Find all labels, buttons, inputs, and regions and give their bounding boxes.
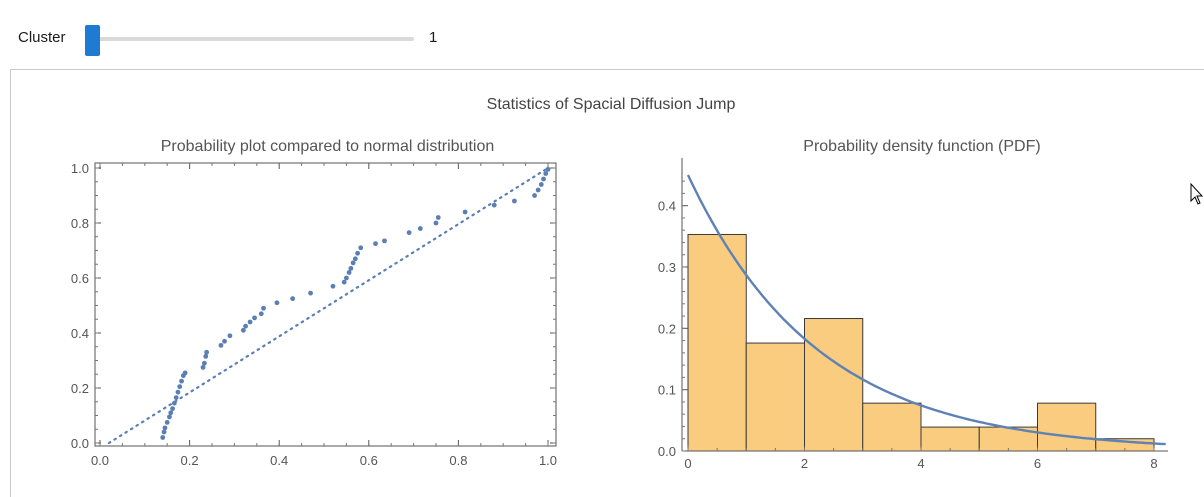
chart1-point xyxy=(355,250,360,256)
chart1-point xyxy=(417,226,423,231)
chart1-title: Probability plot compared to normal dist… xyxy=(161,138,495,155)
chart2-ytick-label: 0.3 xyxy=(658,260,676,275)
chart1-point xyxy=(350,260,356,266)
chart1-ytick-label: 0.0 xyxy=(71,436,89,451)
cluster-slider-value: 1 xyxy=(429,29,438,46)
chart1-point xyxy=(462,209,468,215)
chart2-xtick-label: 0 xyxy=(684,456,691,471)
chart1-point xyxy=(341,279,347,285)
chart2-bar xyxy=(745,342,805,452)
chart1-point xyxy=(179,378,184,384)
chart1-point xyxy=(538,182,544,187)
chart1-xtick-label: 0.6 xyxy=(360,453,378,468)
chart1-point xyxy=(535,187,541,193)
chart1-point xyxy=(358,245,364,251)
output-panel xyxy=(10,69,1204,497)
chart2-bar xyxy=(862,402,922,452)
chart1-point xyxy=(177,384,183,390)
chart1-point xyxy=(330,283,336,289)
chart1-xtick-label: 0.2 xyxy=(181,453,199,468)
chart1-point xyxy=(247,319,253,325)
chart1-point xyxy=(433,220,439,226)
chart1-point xyxy=(218,342,224,348)
chart2-ytick-label: 0.4 xyxy=(658,199,676,214)
chart2-ytick-label: 0.2 xyxy=(658,321,676,336)
manipulate-controls: Cluster 1 xyxy=(0,0,1204,70)
chart1-point xyxy=(204,349,210,355)
chart1-point xyxy=(491,202,497,208)
chart1-point xyxy=(541,176,546,182)
chart1-point xyxy=(240,327,246,333)
mouse-pointer-icon xyxy=(1190,183,1204,205)
chart1-point xyxy=(543,171,549,176)
chart1-point xyxy=(168,410,174,416)
chart1-point xyxy=(171,400,177,406)
cluster-slider-thumb[interactable] xyxy=(85,25,100,56)
chart1-point xyxy=(258,311,264,317)
chart2-bar xyxy=(1037,402,1097,452)
chart1-point xyxy=(173,395,179,401)
figure-title: Statistics of Spacial Diffusion Jump xyxy=(486,96,736,113)
chart2-xtick-label: 4 xyxy=(917,456,924,471)
chart1-xtick-label: 0.0 xyxy=(91,453,109,468)
chart2-ytick-label: 0.1 xyxy=(658,383,676,398)
cluster-slider-track[interactable] xyxy=(90,37,414,41)
chart1-ytick-label: 1.0 xyxy=(71,161,89,176)
chart2-xtick-label: 2 xyxy=(801,456,808,471)
cluster-slider-label: Cluster xyxy=(18,29,66,46)
chart2-bar xyxy=(920,426,980,452)
chart1-point xyxy=(274,300,280,306)
chart1-point xyxy=(406,230,412,236)
chart1-point xyxy=(162,425,168,431)
chart1-point xyxy=(164,419,170,425)
chart2-bar xyxy=(687,233,747,452)
chart1-point xyxy=(222,338,227,344)
chart2-xtick-label: 6 xyxy=(1034,456,1041,471)
chart1-point xyxy=(167,414,172,420)
chart1-point xyxy=(532,193,537,198)
chart1-point xyxy=(170,406,175,412)
chart1-ytick-label: 0.8 xyxy=(71,216,89,231)
chart1-xtick-label: 0.8 xyxy=(449,453,467,468)
chart1-xtick-label: 1.0 xyxy=(539,453,557,468)
chart1-ytick-label: 0.4 xyxy=(71,326,89,341)
chart1-point xyxy=(200,364,206,370)
chart2-ytick-label: 0.0 xyxy=(658,444,676,459)
chart1-point xyxy=(512,198,517,204)
chart1-point xyxy=(348,265,354,271)
chart1-point xyxy=(175,389,181,395)
chart1-reference-line xyxy=(107,166,550,445)
chart1-point xyxy=(352,256,358,262)
chart2-fit-curve xyxy=(686,174,1166,446)
chart1-point xyxy=(261,305,266,311)
chart1-point xyxy=(182,370,188,376)
chart1-point xyxy=(227,333,233,339)
chart1-ytick-label: 0.2 xyxy=(71,381,89,396)
chart1-point xyxy=(290,296,296,302)
chart1-point xyxy=(308,290,313,296)
chart1-point xyxy=(344,275,349,281)
chart1-xtick-label: 0.4 xyxy=(270,453,288,468)
chart2-xtick-label: 8 xyxy=(1150,456,1157,471)
chart1-point xyxy=(373,241,378,247)
chart2-title: Probability density function (PDF) xyxy=(803,138,1040,155)
chart1-frame xyxy=(94,162,557,447)
chart1-point xyxy=(201,360,207,366)
chart1-point xyxy=(435,215,441,220)
chart1-point xyxy=(160,435,166,440)
chart1-point xyxy=(203,353,209,359)
chart1-point xyxy=(382,238,387,244)
chart1-point xyxy=(252,315,257,321)
chart1-ytick-label: 0.6 xyxy=(71,271,89,286)
chart2-bar xyxy=(804,318,864,452)
chart1-point xyxy=(545,166,551,172)
chart1-point xyxy=(346,270,352,275)
chart1-point xyxy=(161,429,167,435)
chart1-point xyxy=(243,323,249,329)
